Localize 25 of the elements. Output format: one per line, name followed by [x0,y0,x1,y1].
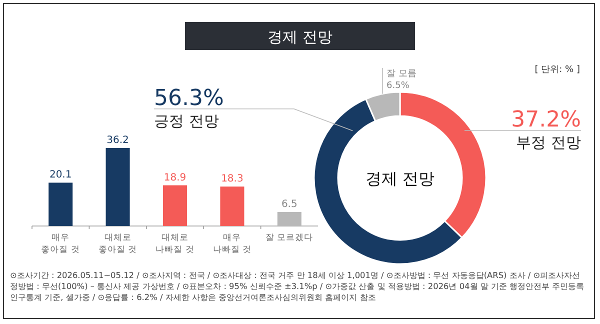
bar [162,185,188,226]
data-label: 36.2 [106,135,129,146]
bar [220,186,244,226]
x-tick-label: 잘 모르겠다 [266,233,314,243]
text: ⊙조사기간 : 2026.05.11~05.12 / ⊙조사지역 : 전국 / ⊙조사대상 : 전국 거주 만 18세 이상 1,001명 / ⊙조사방법 : 무선 자동응답(ARS) 조사 / ⊙피조사자선정방법 : 무선(100%) – 통신사 제공 가상번호 / ⊙표본오차 : 95% 신뢰수준 ±3.1%p / ⊙가중값 산출 및 적용방법 : 2026년 04월 말 기준 행정안전부 주민등록 인구통계 기준, 셀가중 / ⊙응답률 : 6.2% / 자세한 사항은 중앙선거여론조사심의위원회 홈페이지 참조 [10,270,586,303]
bar [48,182,73,226]
text: [ 단위: % ] [534,65,580,75]
data-label: 18.3 [221,174,244,185]
text: 경제 전망 [365,169,435,188]
data-label: 6.5 [281,198,298,210]
data-label: 6.5% [386,81,410,91]
x-tick-label: 대체로 나빠질 것 [156,233,194,255]
slice-label: 잘 모름 [386,69,416,79]
x-tick-label: 매우 나빠질 것 [212,233,252,255]
slice-label: 부정 전망 [516,133,581,152]
data-label: 20.1 [49,170,72,181]
data-label: 37.2% [511,107,581,132]
data-label: 56.3% [154,86,224,111]
bar [277,212,302,226]
x-tick-label: 대체로 좋아질 것 [98,233,138,255]
chart-title: 경제 전망 [268,28,332,46]
slice-label: 긍정 전망 [154,112,219,130]
data-label: 18.9 [164,172,186,184]
x-tick-label: 매우 좋아질 것 [41,233,80,255]
bar [106,148,130,226]
